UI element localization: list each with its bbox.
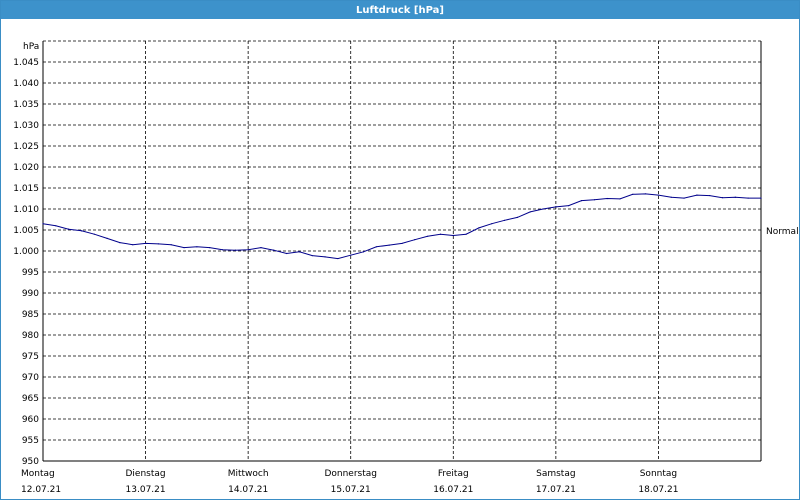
pressure-data-point — [632, 193, 634, 195]
pressure-data-point — [260, 247, 262, 249]
pressure-data-point — [683, 197, 685, 199]
pressure-data-point — [273, 249, 275, 251]
pressure-data-point — [119, 242, 121, 244]
pressure-data-point — [337, 257, 339, 260]
pressure-data-point — [42, 223, 44, 225]
pressure-data-point — [170, 244, 172, 246]
x-tick-date-label: 13.07.21 — [126, 485, 166, 495]
normal-reference-label: Normal — [766, 227, 799, 237]
pressure-data-point — [183, 247, 185, 249]
y-tick-label: 1.010 — [13, 205, 39, 215]
pressure-data-point — [747, 197, 749, 199]
y-tick-label: 955 — [22, 436, 39, 446]
pressure-data-point — [439, 233, 442, 235]
pressure-data-point — [555, 206, 557, 208]
pressure-data-point — [350, 254, 352, 256]
pressure-data-point — [670, 196, 672, 198]
pressure-data-point — [362, 251, 365, 253]
pressure-data-point — [324, 256, 326, 258]
pressure-data-point — [516, 216, 518, 218]
pressure-data-point — [196, 246, 198, 248]
pressure-data-point — [465, 233, 467, 235]
x-tick-day-label: Samstag — [536, 469, 575, 479]
y-tick-label: 1.040 — [13, 79, 39, 89]
pressure-data-point — [221, 249, 224, 251]
y-tick-label: 1.000 — [13, 247, 39, 257]
pressure-data-point — [580, 200, 583, 202]
pressure-data-point — [132, 244, 134, 246]
pressure-data-point — [286, 252, 288, 255]
y-tick-label: 1.035 — [13, 100, 39, 110]
pressure-data-point — [55, 225, 57, 227]
pressure-data-point — [721, 197, 724, 199]
x-tick-date-label: 17.07.21 — [536, 485, 576, 495]
chart-title: Luftdruck [hPa] — [1, 1, 799, 19]
x-tick-date-label: 14.07.21 — [228, 485, 268, 495]
y-tick-label: 1.025 — [13, 142, 39, 152]
pressure-data-point — [696, 194, 698, 196]
pressure-data-point — [478, 227, 480, 229]
pressure-data-point — [247, 249, 249, 251]
pressure-data-point — [503, 219, 506, 221]
pressure-data-point — [298, 251, 301, 253]
x-tick-day-label: Sonntag — [640, 469, 677, 479]
pressure-series-line — [42, 193, 761, 260]
x-tick-date-label: 12.07.21 — [21, 485, 61, 495]
pressure-data-point — [80, 230, 83, 232]
pressure-data-point — [93, 233, 95, 235]
pressure-data-point — [709, 194, 711, 197]
y-tick-label: 995 — [22, 268, 39, 278]
pressure-data-point — [606, 197, 608, 200]
pressure-data-point — [491, 223, 493, 225]
pressure-data-point — [234, 249, 236, 251]
pressure-data-point — [157, 243, 159, 245]
y-tick-label: 1.045 — [13, 58, 39, 68]
pressure-data-point — [593, 199, 595, 201]
pressure-data-point — [144, 242, 147, 245]
x-tick-day-label: Donnerstag — [324, 469, 377, 479]
x-tick-date-label: 15.07.21 — [331, 485, 371, 495]
pressure-data-point — [106, 237, 108, 239]
y-tick-label: 950 — [22, 457, 39, 467]
x-tick-day-label: Freitag — [438, 469, 469, 479]
pressure-data-point — [657, 194, 660, 196]
y-tick-label: 1.005 — [13, 226, 39, 236]
pressure-data-point — [760, 197, 762, 199]
pressure-data-point — [375, 246, 377, 248]
y-tick-label: 975 — [22, 352, 39, 362]
x-tick-day-label: Montag — [21, 469, 55, 479]
pressure-data-point — [734, 196, 736, 198]
y-tick-label: 985 — [22, 310, 39, 320]
y-tick-label: 970 — [22, 373, 39, 383]
pressure-data-point — [542, 208, 544, 210]
y-tick-label: 965 — [22, 394, 39, 404]
y-tick-label: 1.020 — [13, 163, 39, 173]
y-tick-label: 980 — [22, 331, 39, 341]
pressure-data-point — [209, 247, 211, 249]
pressure-data-point — [619, 198, 621, 200]
pressure-data-point — [427, 235, 429, 237]
y-axis-unit-label: hPa — [23, 42, 39, 52]
pressure-data-point — [452, 234, 454, 237]
x-tick-date-label: 16.07.21 — [433, 485, 473, 495]
pressure-data-point — [311, 255, 313, 257]
y-tick-label: 1.015 — [13, 184, 39, 194]
x-tick-day-label: Mittwoch — [228, 469, 269, 479]
x-tick-date-label: 18.07.21 — [638, 485, 678, 495]
x-tick-day-label: Dienstag — [126, 469, 166, 479]
y-tick-label: 990 — [22, 289, 39, 299]
pressure-data-point — [529, 211, 531, 213]
pressure-data-point — [401, 242, 403, 245]
pressure-data-point — [645, 193, 647, 195]
pressure-data-point — [388, 244, 390, 246]
y-tick-label: 1.030 — [13, 121, 39, 131]
y-tick-label: 960 — [22, 415, 39, 425]
pressure-data-point — [414, 239, 416, 241]
pressure-data-point — [568, 205, 570, 207]
pressure-data-point — [68, 228, 70, 230]
